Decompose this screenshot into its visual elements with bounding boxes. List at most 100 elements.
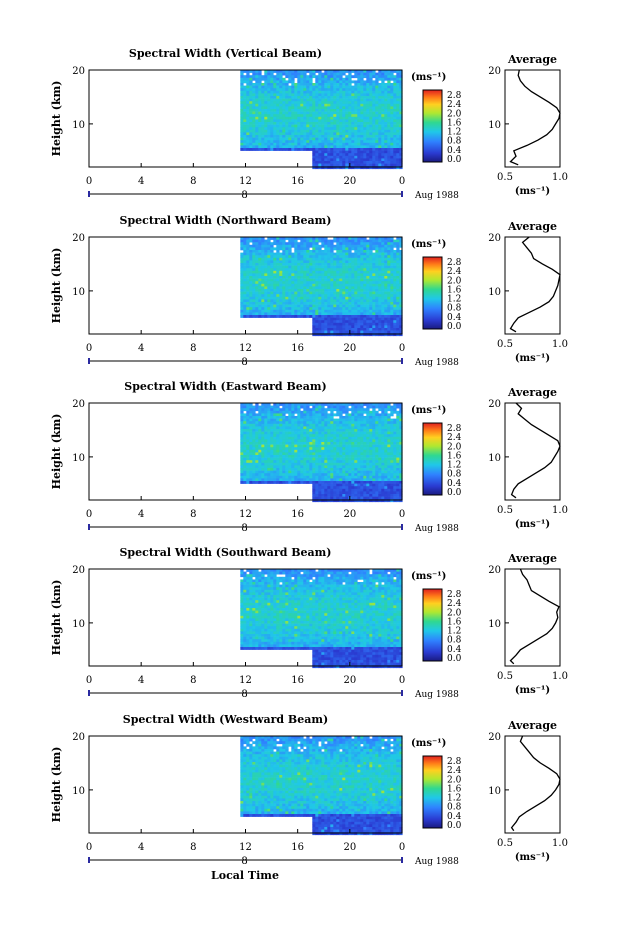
heatmap-cell bbox=[285, 127, 289, 131]
heatmap-cell bbox=[333, 255, 337, 259]
heatmap-cell bbox=[276, 309, 280, 313]
heatmap-cell bbox=[276, 114, 280, 118]
heatmap-cell bbox=[366, 106, 370, 110]
heatmap-cell bbox=[240, 106, 244, 110]
heatmap-cell bbox=[333, 129, 337, 133]
heatmap-cell bbox=[324, 127, 328, 131]
heatmap-cell bbox=[282, 434, 286, 438]
heatmap-cell bbox=[333, 478, 337, 482]
heatmap-cell bbox=[297, 475, 301, 479]
heatmap-cell bbox=[381, 77, 385, 81]
heatmap-cell bbox=[270, 286, 274, 290]
heatmap-cell bbox=[279, 239, 283, 243]
heatmap-cell bbox=[324, 283, 328, 287]
heatmap-cell bbox=[297, 270, 301, 274]
heatmap-cell bbox=[297, 286, 301, 290]
heatmap-cell bbox=[342, 135, 346, 138]
heatmap-cell bbox=[354, 237, 358, 240]
heatmap-cell bbox=[282, 98, 286, 102]
heatmap-cell bbox=[327, 286, 331, 290]
heatmap-cell bbox=[297, 281, 301, 285]
heatmap-cell bbox=[282, 418, 286, 422]
heatmap-cell bbox=[297, 137, 301, 141]
heatmap-cell bbox=[372, 294, 376, 298]
heatmap-cell bbox=[384, 312, 388, 316]
heatmap-cell bbox=[387, 244, 391, 248]
heatmap-cell bbox=[360, 302, 364, 305]
heatmap-cell bbox=[342, 124, 346, 128]
heatmap-cell bbox=[369, 70, 373, 73]
heatmap-cell bbox=[336, 161, 340, 164]
heatmap-cell bbox=[276, 101, 280, 105]
heatmap-cell bbox=[276, 462, 280, 466]
heatmap-cell bbox=[345, 70, 349, 73]
heatmap-cell bbox=[363, 307, 367, 311]
heatmap-cell bbox=[384, 333, 388, 337]
heatmap-cell bbox=[303, 413, 307, 417]
heatmap-cell bbox=[393, 283, 397, 287]
heatmap-cell bbox=[354, 260, 358, 264]
heatmap-cell bbox=[393, 325, 397, 329]
heatmap-cell bbox=[348, 122, 352, 125]
heatmap-cell bbox=[303, 96, 307, 99]
heatmap-cell bbox=[312, 449, 316, 453]
heatmap-cell bbox=[288, 403, 292, 406]
heatmap-cell bbox=[267, 436, 271, 440]
heatmap-cell bbox=[306, 135, 310, 138]
heatmap-cell bbox=[318, 320, 322, 324]
heatmap-cell bbox=[288, 239, 292, 243]
heatmap-cell bbox=[279, 408, 283, 412]
heatmap-cell bbox=[339, 333, 343, 337]
heatmap-cell bbox=[279, 449, 283, 453]
heatmap-cell bbox=[282, 442, 286, 445]
heatmap-cell bbox=[264, 132, 268, 136]
heatmap-cell bbox=[324, 244, 328, 248]
heatmap-cell bbox=[372, 312, 376, 316]
heatmap-cell bbox=[249, 250, 253, 253]
heatmap-cell bbox=[375, 237, 379, 240]
heatmap-cell bbox=[375, 93, 379, 97]
heatmap-cell bbox=[372, 291, 376, 295]
heatmap-cell bbox=[255, 457, 259, 461]
heatmap-cell bbox=[279, 83, 283, 86]
heatmap-cell bbox=[282, 436, 286, 440]
heatmap-cell bbox=[381, 135, 385, 138]
heatmap-cell bbox=[393, 299, 397, 303]
heatmap-cell bbox=[333, 135, 337, 138]
heatmap-cell bbox=[327, 122, 331, 125]
heatmap-cell bbox=[309, 242, 313, 246]
heatmap-cell bbox=[252, 296, 256, 300]
heatmap-cell bbox=[393, 328, 397, 331]
heatmap-cell bbox=[243, 473, 247, 477]
heatmap-cell bbox=[300, 429, 304, 432]
heatmap-cell bbox=[342, 436, 346, 440]
heatmap-cell bbox=[342, 299, 346, 303]
heatmap-cell bbox=[291, 470, 295, 474]
heatmap-cell bbox=[372, 328, 376, 331]
heatmap-cell bbox=[291, 418, 295, 422]
heatmap-cell bbox=[327, 119, 331, 123]
heatmap-cell bbox=[384, 242, 388, 246]
heatmap-cell bbox=[249, 403, 253, 406]
heatmap-cell bbox=[279, 98, 283, 102]
heatmap-cell bbox=[246, 109, 250, 112]
heatmap-cell bbox=[345, 276, 349, 279]
heatmap-cell bbox=[276, 132, 280, 136]
heatmap-cell bbox=[348, 250, 352, 253]
heatmap-cell bbox=[270, 80, 274, 84]
heatmap-cell bbox=[387, 242, 391, 246]
heatmap-cell bbox=[303, 90, 307, 94]
heatmap-cell bbox=[348, 237, 352, 240]
heatmap-cell bbox=[369, 283, 373, 287]
heatmap-cell bbox=[381, 255, 385, 259]
heatmap-cell bbox=[324, 106, 328, 110]
heatmap-cell bbox=[303, 462, 307, 466]
heatmap-cell bbox=[303, 439, 307, 443]
heatmap-cell bbox=[399, 72, 403, 76]
heatmap-cell bbox=[306, 77, 310, 81]
heatmap-cell bbox=[306, 265, 310, 269]
heatmap-cell bbox=[261, 142, 265, 146]
heatmap-cell bbox=[366, 129, 370, 133]
heatmap-cell bbox=[246, 255, 250, 259]
heatmap-cell bbox=[396, 103, 400, 107]
